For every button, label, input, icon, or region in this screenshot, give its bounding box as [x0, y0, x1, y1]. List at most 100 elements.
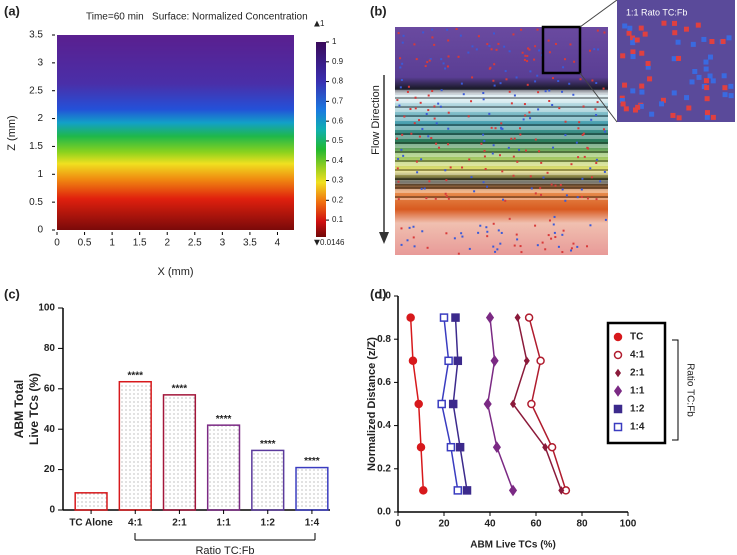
cell-dot: [431, 90, 434, 93]
legend-label: TC: [630, 332, 643, 343]
cell-dot: [447, 55, 450, 58]
cell-dot: [534, 138, 537, 141]
marker: [453, 486, 463, 495]
cell-dot: [401, 133, 404, 136]
cell-dot: [561, 233, 564, 236]
cell-dot: [513, 137, 516, 140]
cell-dot: [484, 168, 487, 171]
cell-dot: [461, 235, 464, 238]
inset-cell: [671, 56, 677, 62]
cell-dot: [548, 51, 551, 54]
y-tick-label: 3: [37, 57, 43, 68]
cell-dot: [564, 199, 567, 202]
y-tick-label: 0: [37, 225, 43, 236]
inset-cell: [639, 50, 645, 56]
cell-dot: [399, 86, 402, 89]
cell-dot: [482, 181, 485, 184]
cell-dot: [402, 34, 405, 37]
x-tick-label: 1: [109, 238, 115, 249]
marker: [414, 399, 423, 409]
significance: ****: [216, 414, 232, 425]
cell-dot: [459, 34, 462, 37]
inset-cell: [676, 55, 682, 61]
cell-dot: [470, 176, 473, 179]
cell-dot: [546, 171, 549, 174]
cell-dot: [439, 105, 442, 108]
cell-dot: [576, 196, 579, 199]
inset-cell: [635, 104, 641, 110]
cell-dot: [580, 196, 583, 199]
inset-cell: [659, 101, 665, 107]
inset-cell: [675, 39, 681, 45]
cell-dot: [497, 42, 500, 45]
flow-label: Flow Direction: [370, 85, 382, 155]
cell-dot: [444, 192, 447, 195]
marker: [485, 311, 495, 324]
cell-dot: [502, 198, 505, 201]
inset-cell: [672, 30, 678, 36]
inset-cell: [721, 73, 727, 79]
cell-dot: [444, 67, 447, 70]
cell-dot: [486, 230, 489, 233]
cell-dot: [471, 45, 474, 48]
cell-dot: [586, 197, 589, 200]
cell-dot: [426, 246, 429, 249]
marker: [446, 442, 456, 452]
cell-dot: [445, 179, 448, 182]
cell-dot: [496, 248, 499, 251]
inset-cell: [642, 31, 648, 37]
cell-dot: [501, 127, 504, 130]
inset-cell: [630, 40, 636, 46]
cell-dot: [563, 58, 566, 61]
y-tick-label: 0.0: [377, 507, 391, 518]
marker: [527, 399, 536, 409]
cell-dot: [433, 105, 436, 108]
inset-cell: [634, 37, 640, 43]
marker: [558, 486, 565, 495]
cell-dot: [577, 156, 580, 159]
inset-cell: [639, 89, 645, 95]
legend-label: 1:1: [630, 386, 645, 397]
cell-dot: [524, 54, 527, 57]
cell-dot: [483, 155, 486, 158]
cell-dot: [573, 60, 576, 63]
inset-cell: [661, 20, 667, 26]
inset-cell: [683, 26, 689, 32]
cell-dot: [425, 113, 428, 115]
cell-dot: [519, 133, 522, 136]
cell-dot: [603, 170, 606, 173]
cell-dot: [595, 198, 598, 201]
cell-dot: [397, 32, 400, 35]
cell-dot: [536, 74, 539, 77]
cell-dot: [420, 187, 423, 190]
cell-dot: [414, 107, 417, 110]
cell-dot: [593, 48, 596, 51]
x-tick-label: 0.5: [78, 238, 92, 249]
cell-dot: [553, 215, 556, 218]
cell-dot: [596, 101, 599, 104]
cell-dot: [516, 160, 519, 163]
colorbar-tick-label: 0.8: [332, 77, 344, 86]
cell-dot: [508, 217, 511, 220]
cell-dot: [427, 109, 430, 112]
bar: [162, 394, 197, 511]
marker: [444, 356, 453, 366]
cell-dot: [493, 63, 496, 66]
cell-dot: [402, 154, 405, 157]
cell-dot: [529, 117, 532, 120]
x-axis-label: ABM Live TCs (%): [470, 540, 556, 551]
cell-dot: [482, 133, 485, 136]
cell-dot: [422, 31, 425, 34]
cell-dot: [500, 127, 503, 130]
cell-dot: [520, 251, 523, 254]
cell-dot: [431, 36, 434, 39]
cell-dot: [482, 91, 485, 94]
y-tick-label: 2.5: [29, 85, 43, 96]
cell-dot: [445, 195, 448, 198]
cell-dot: [530, 187, 533, 190]
cell-dot: [602, 128, 605, 131]
inset-cell: [692, 68, 698, 74]
inset-cell: [630, 88, 636, 94]
cell-dot: [438, 146, 441, 149]
cell-dot: [562, 66, 565, 69]
